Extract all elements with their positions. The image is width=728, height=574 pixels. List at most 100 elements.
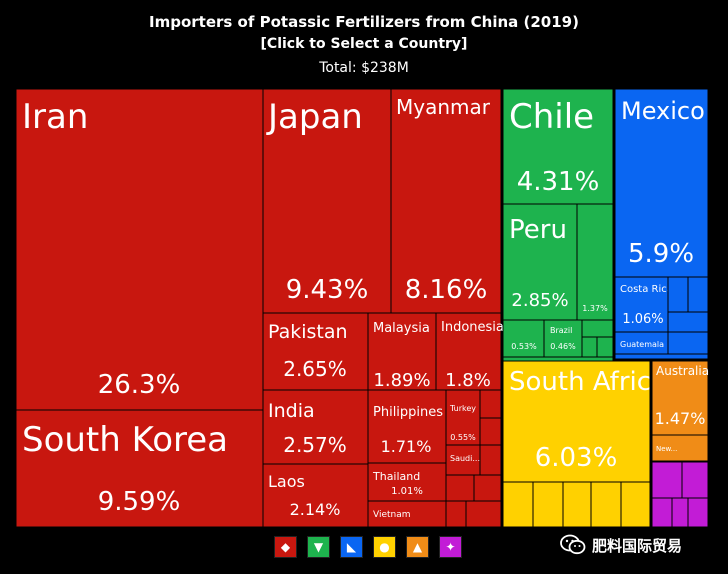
- tile-value-unnamed-16: 1.37%: [582, 304, 608, 313]
- treemap-tile-pakistan[interactable]: [262, 312, 369, 391]
- tile-label-south-korea: South Korea: [22, 420, 228, 460]
- tile-value-unnamed-17: 0.53%: [511, 342, 537, 351]
- treemap-tile-minor-21[interactable]: [687, 497, 709, 528]
- tile-value-peru: 2.85%: [511, 290, 568, 311]
- tile-value-brazil: 0.46%: [550, 342, 576, 351]
- treemap-tile-minor-24[interactable]: [562, 481, 592, 528]
- tile-label-japan: Japan: [266, 97, 363, 137]
- treemap-tile-minor-7[interactable]: [581, 319, 614, 338]
- total-value: Total: $238M: [319, 60, 409, 76]
- tile-label-malaysia: Malaysia: [373, 321, 430, 336]
- watermark-text: 肥料国际贸易: [592, 536, 683, 555]
- tile-label-peru: Peru: [509, 215, 567, 245]
- treemap-tile-minor-15[interactable]: [667, 331, 709, 355]
- africa-map-icon[interactable]: ●: [373, 536, 396, 558]
- tile-label-thailand: Thailand: [372, 470, 420, 483]
- wechat-icon: [560, 534, 586, 555]
- treemap-tile-minor-4[interactable]: [445, 500, 467, 528]
- tile-value-pakistan: 2.65%: [283, 357, 347, 381]
- treemap-tile-minor-19[interactable]: [651, 497, 673, 528]
- tile-value-indonesia: 1.8%: [445, 370, 491, 391]
- treemap-tile-indonesia[interactable]: [435, 312, 502, 391]
- treemap-tile-south-korea[interactable]: [15, 409, 264, 528]
- treemap-tile-unnamed-17[interactable]: [502, 319, 545, 358]
- tile-value-japan: 9.43%: [286, 275, 369, 305]
- treemap-tile-minor-17[interactable]: [651, 461, 683, 499]
- treemap-tile-minor-18[interactable]: [681, 461, 709, 499]
- tile-value-costa-rica: 1.06%: [622, 312, 663, 327]
- treemap-tile-minor-3[interactable]: [473, 474, 502, 502]
- tile-label-india: India: [268, 400, 315, 422]
- tile-value-thailand: 1.01%: [391, 486, 423, 497]
- tile-label-australia: Australia: [656, 364, 709, 378]
- tile-label-south-africa: South Africa: [509, 367, 667, 397]
- treemap-tile-new[interactable]: [651, 434, 709, 462]
- tile-value-india: 2.57%: [283, 433, 347, 457]
- tile-value-south-africa: 6.03%: [535, 443, 618, 473]
- tile-label-brazil: Brazil: [550, 326, 572, 335]
- chart-subtitle[interactable]: [Click to Select a Country]: [260, 36, 468, 52]
- tile-label-turkey: Turkey: [449, 404, 476, 413]
- treemap-tile-myanmar[interactable]: [390, 88, 502, 314]
- treemap-tile-minor-10[interactable]: [502, 356, 614, 362]
- tile-label-saudi: Saudi...: [450, 454, 480, 463]
- tile-label-guatemala: Guatemala: [620, 340, 664, 349]
- tile-label-laos: Laos: [268, 472, 305, 491]
- treemap-tile-minor-13[interactable]: [667, 311, 709, 333]
- tile-label-mexico: Mexico: [621, 97, 705, 125]
- treemap-tile-minor-5[interactable]: [465, 500, 502, 528]
- tile-value-malaysia: 1.89%: [373, 370, 430, 391]
- tile-label-chile: Chile: [509, 97, 594, 137]
- tile-value-philippines: 1.71%: [381, 437, 432, 456]
- tile-label-vietnam: Vietnam: [373, 510, 411, 520]
- treemap-tile-minor-14[interactable]: [614, 353, 709, 360]
- oceania-map-icon[interactable]: ▲: [406, 536, 429, 558]
- treemap-tile-minor-12[interactable]: [687, 276, 709, 313]
- tile-label-pakistan: Pakistan: [268, 321, 348, 343]
- treemap-tile-turkey[interactable]: [445, 389, 481, 446]
- treemap-tile-malaysia[interactable]: [367, 312, 437, 391]
- tile-label-myanmar: Myanmar: [396, 95, 491, 119]
- tile-label-philippines: Philippines: [373, 405, 443, 420]
- treemap-tile-minor-11[interactable]: [667, 276, 689, 313]
- treemap-tile-india[interactable]: [262, 389, 369, 465]
- treemap-tile-brazil[interactable]: [543, 319, 583, 358]
- north-america-map-icon[interactable]: ◣: [340, 536, 363, 558]
- tile-label-iran: Iran: [22, 97, 88, 137]
- treemap-tile-costa-rica[interactable]: [614, 276, 669, 333]
- treemap-tile-vietnam[interactable]: [367, 500, 447, 528]
- treemap-tile-minor-26[interactable]: [620, 481, 651, 528]
- treemap-tile-minor-6[interactable]: [479, 389, 502, 419]
- europe-map-icon[interactable]: ✦: [439, 536, 462, 558]
- treemap-tile-peru[interactable]: [502, 203, 578, 321]
- south-america-map-icon[interactable]: ▼: [307, 536, 330, 558]
- tile-value-chile: 4.31%: [517, 167, 600, 197]
- tile-value-australia: 1.47%: [655, 409, 706, 428]
- treemap-tile-chile[interactable]: [502, 88, 614, 205]
- tile-value-iran: 26.3%: [98, 370, 181, 400]
- treemap-tile-minor-2[interactable]: [445, 474, 475, 502]
- treemap-tile-minor-1[interactable]: [479, 444, 502, 476]
- treemap-tile-south-africa[interactable]: [502, 360, 651, 483]
- treemap-tile-japan[interactable]: [262, 88, 392, 314]
- watermark: 肥料国际贸易: [560, 530, 720, 560]
- asia-map-icon[interactable]: ◆: [274, 536, 297, 558]
- tile-value-turkey: 0.55%: [450, 433, 476, 442]
- treemap-tile-minor-23[interactable]: [532, 481, 564, 528]
- treemap-tile-mexico[interactable]: [614, 88, 709, 278]
- tile-gap-27: [649, 360, 653, 528]
- treemap-tile-minor-8[interactable]: [581, 336, 598, 358]
- tile-value-mexico: 5.9%: [628, 239, 694, 269]
- treemap-tile-laos[interactable]: [262, 463, 369, 528]
- treemap-tile-minor-25[interactable]: [590, 481, 622, 528]
- treemap-tile-minor-20[interactable]: [671, 497, 689, 528]
- treemap-tile-minor-22[interactable]: [502, 481, 534, 528]
- tile-label-costa-rica: Costa Rica: [620, 284, 673, 295]
- tile-label-new: New...: [656, 445, 677, 453]
- tile-value-south-korea: 9.59%: [98, 487, 181, 517]
- treemap-tile-iran[interactable]: [15, 88, 264, 411]
- treemap-tile-minor-9[interactable]: [596, 336, 614, 358]
- treemap-tile-unnamed-16[interactable]: [576, 203, 614, 321]
- tile-value-laos: 2.14%: [290, 500, 341, 519]
